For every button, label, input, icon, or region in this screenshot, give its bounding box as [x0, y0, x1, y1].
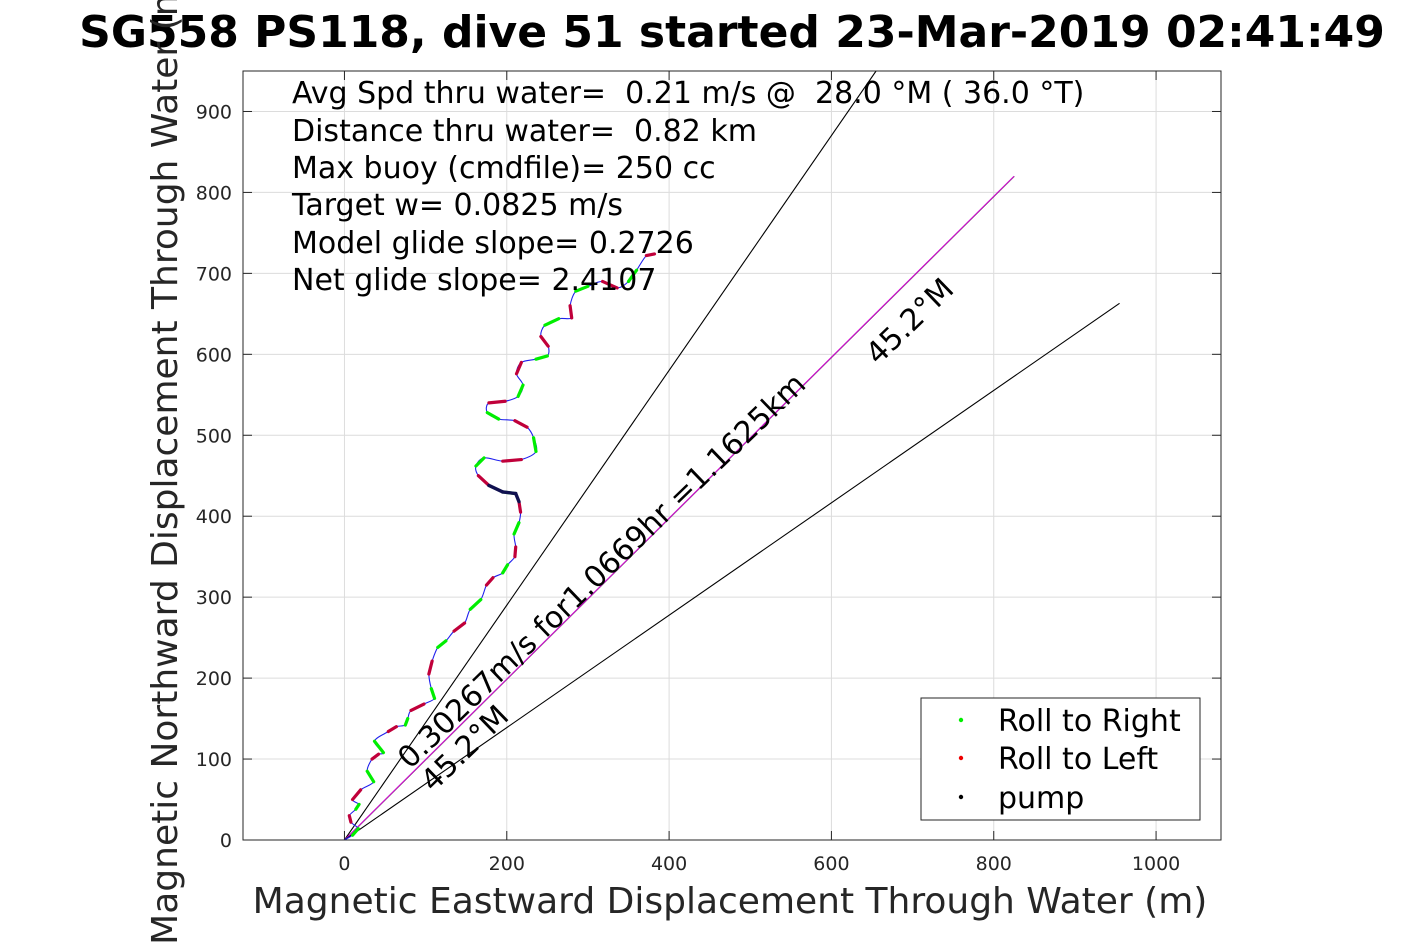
- y-tick-label: 700: [196, 263, 232, 285]
- roll-left-segment: [370, 752, 381, 761]
- roll-right-segment: [350, 827, 360, 837]
- info-net-glide-slope: Net glide slope= 2.4107: [292, 263, 656, 298]
- x-tick-label: 800: [976, 853, 1012, 875]
- x-tick-label: 200: [489, 853, 525, 875]
- roll-right-segment: [534, 354, 549, 361]
- reference-line-2-shadow: [345, 176, 1016, 840]
- reference-lines: [343, 71, 1120, 840]
- roll-right-segment: [468, 597, 483, 611]
- reference-line-1: [343, 71, 877, 840]
- roll-left-segment: [514, 360, 523, 376]
- roll-right-segment: [531, 436, 538, 454]
- pump-segment: [501, 490, 518, 496]
- roll-left-segment: [513, 545, 518, 559]
- roll-right-segment: [574, 284, 590, 293]
- info-model-glide-slope: Model glide slope= 0.2726: [292, 226, 694, 261]
- info-distance: Distance thru water= 0.82 km: [292, 114, 757, 149]
- roll-right-segment: [501, 563, 510, 575]
- roll-left-segment: [501, 457, 523, 463]
- roll-right-segment: [512, 521, 521, 536]
- x-tick-label: 400: [651, 853, 687, 875]
- y-tick-label: 500: [196, 425, 232, 447]
- x-tick-label: 1000: [1132, 853, 1180, 875]
- grid-lines: [243, 71, 1221, 841]
- info-max-buoy: Max buoy (cmdfile)= 250 cc: [292, 151, 716, 186]
- legend-box: [920, 697, 1201, 821]
- roll-left-segment: [427, 659, 434, 676]
- legend-label-roll-left: Roll to Left: [998, 742, 1158, 777]
- roll-left-segment: [350, 788, 363, 802]
- roll-left-segment: [409, 702, 426, 713]
- roll-right-segment: [543, 317, 561, 327]
- roll-left-segment: [568, 304, 574, 320]
- info-avg-speed: Avg Spd thru water= 0.21 m/s @ 28.0 °M (…: [292, 76, 1084, 111]
- roll-right-segment: [429, 687, 437, 700]
- roll-left-segment: [386, 725, 398, 734]
- info-block: Avg Spd thru water= 0.21 m/s @ 28.0 °M (…: [291, 76, 1084, 298]
- roll-right-segment: [372, 739, 386, 755]
- legend: Roll to Right Roll to Left pump: [920, 697, 1201, 821]
- reference-line-3: [344, 302, 1120, 840]
- y-tick-label: 100: [196, 749, 232, 771]
- reference-line-2: [344, 175, 1015, 840]
- y-axis-label: Magnetic Northward Displacement Through …: [145, 0, 186, 945]
- y-tick-label: 600: [196, 344, 232, 366]
- pump-segment: [487, 483, 505, 494]
- roll-right-segment: [516, 383, 525, 399]
- y-tick-label: 0: [220, 830, 232, 852]
- y-tick-label: 300: [196, 587, 232, 609]
- y-tick-label: 400: [196, 506, 232, 528]
- roll-right-segment: [354, 802, 361, 811]
- roll-left-segment: [517, 500, 523, 514]
- y-tick-label: 800: [196, 182, 232, 204]
- roll-right-segment: [474, 456, 486, 468]
- x-tick-label: 0: [338, 853, 350, 875]
- roll-right-segment: [436, 639, 448, 649]
- info-target-w: Target w= 0.0825 m/s: [291, 188, 623, 223]
- roll-left-segment: [600, 279, 619, 290]
- legend-marker-pump: [958, 794, 964, 800]
- roll-right-segment: [403, 716, 410, 727]
- roll-left-segment: [487, 399, 507, 405]
- roll-left-segment: [484, 576, 495, 587]
- y-tick-label: 200: [196, 668, 232, 690]
- roll-left-segment: [452, 621, 467, 633]
- roll-right-segment: [626, 268, 639, 284]
- legend-marker-roll-left: [958, 755, 964, 761]
- legend-label-roll-right: Roll to Right: [998, 704, 1181, 739]
- plot-content: [343, 71, 1120, 840]
- roll-right-segment: [485, 410, 501, 421]
- roll-left-segment: [513, 419, 529, 429]
- chart-title: SG558 PS118, dive 51 started 23-Mar-2019…: [79, 7, 1385, 58]
- roll-left-segment: [644, 252, 657, 258]
- roll-right-segment: [365, 769, 376, 784]
- y-tick-label: 900: [196, 101, 232, 123]
- x-tick-label: 600: [813, 853, 849, 875]
- legend-marker-roll-right: [958, 717, 964, 723]
- roll-markers: [347, 252, 657, 837]
- legend-label-pump: pump: [998, 781, 1084, 816]
- roll-left-segment: [476, 474, 491, 488]
- axis-ticks: 0 200 400 600 800 1000 0 100 200 300 400 500 600 700 8…: [196, 71, 1221, 875]
- roll-left-segment: [539, 334, 550, 348]
- axes-box: [242, 70, 1222, 841]
- x-axis-label: Magnetic Eastward Displacement Through W…: [253, 881, 1208, 922]
- roll-left-segment: [347, 814, 353, 824]
